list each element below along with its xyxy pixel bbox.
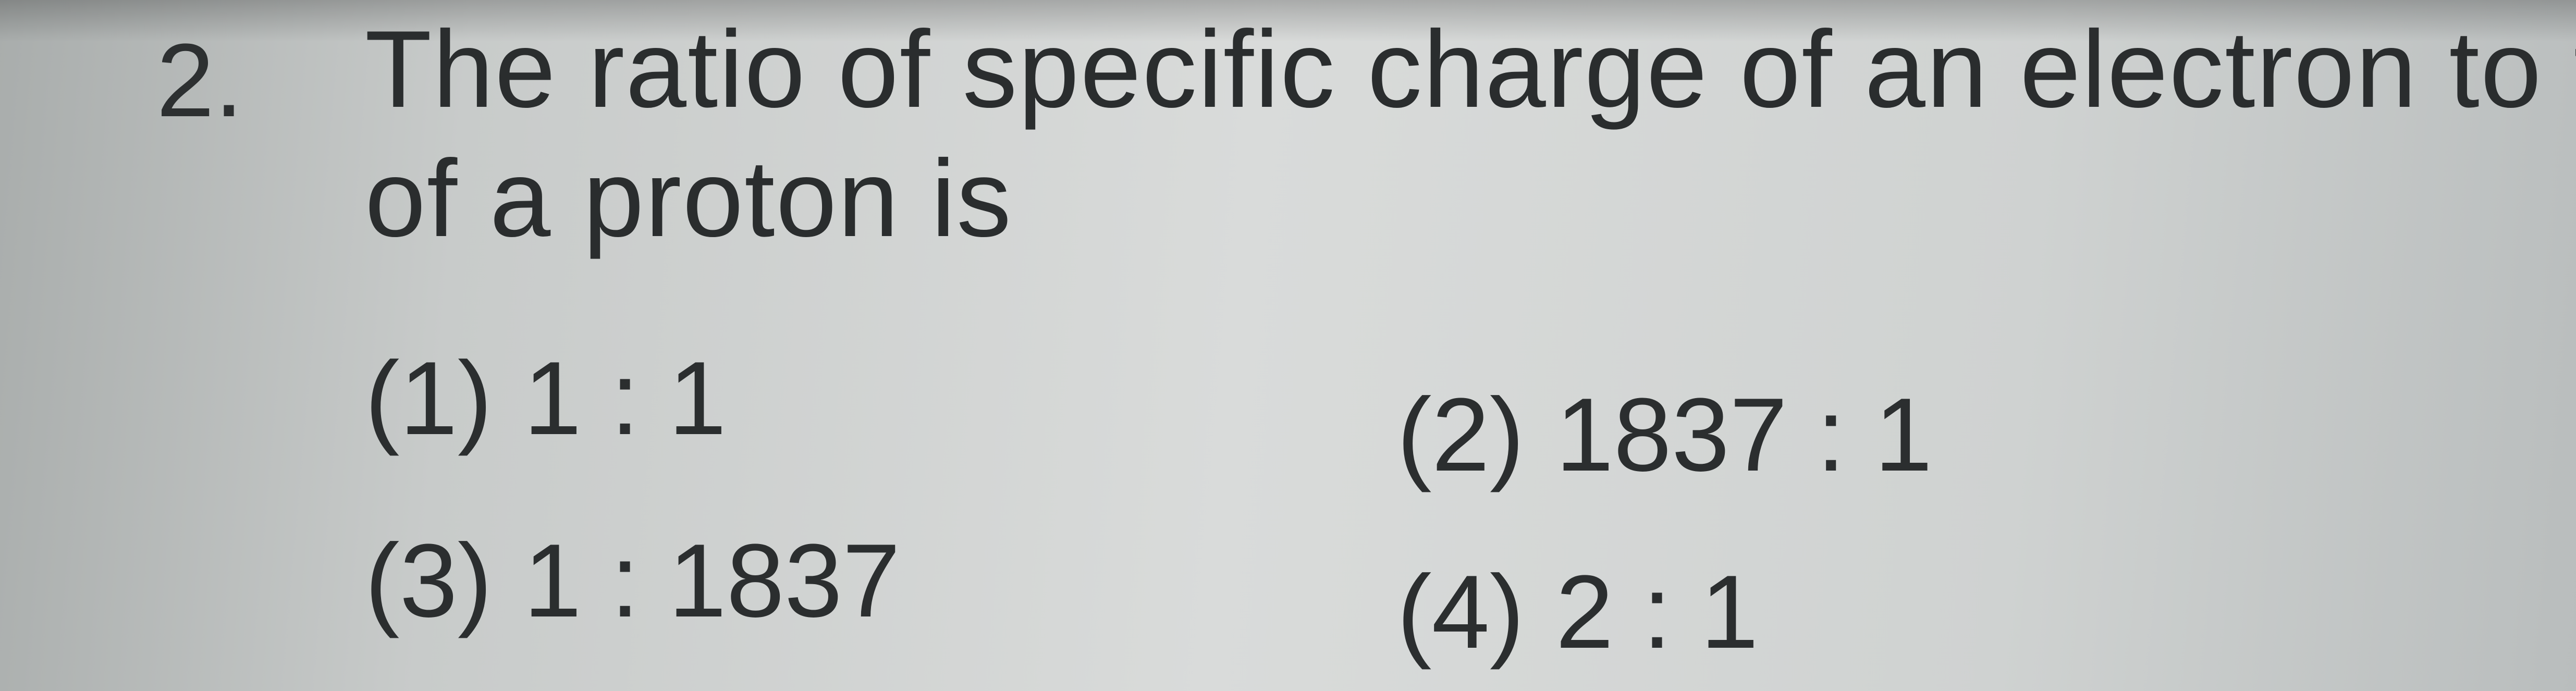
option-2: (2) 1837 : 1 xyxy=(1397,375,1932,495)
question-number: 2. xyxy=(156,21,243,141)
option-4-text: 2 : 1 xyxy=(1555,554,1758,670)
option-4-label: (4) xyxy=(1397,554,1524,670)
option-1-label: (1) xyxy=(365,340,492,456)
option-3: (3) 1 : 1837 xyxy=(365,521,900,641)
option-3-text: 1 : 1837 xyxy=(523,523,900,639)
option-1: (1) 1 : 1 xyxy=(365,339,727,459)
option-3-label: (3) xyxy=(365,523,492,639)
option-4: (4) 2 : 1 xyxy=(1397,552,1759,672)
question-stem-line-2: of a proton is xyxy=(365,135,1012,262)
option-2-text: 1837 : 1 xyxy=(1555,377,1932,493)
option-1-text: 1 : 1 xyxy=(523,340,726,456)
question-page: 2. The ratio of specific charge of an el… xyxy=(0,0,2576,691)
question-stem-line-1: The ratio of specific charge of an elect… xyxy=(365,6,2576,132)
option-2-label: (2) xyxy=(1397,377,1524,493)
